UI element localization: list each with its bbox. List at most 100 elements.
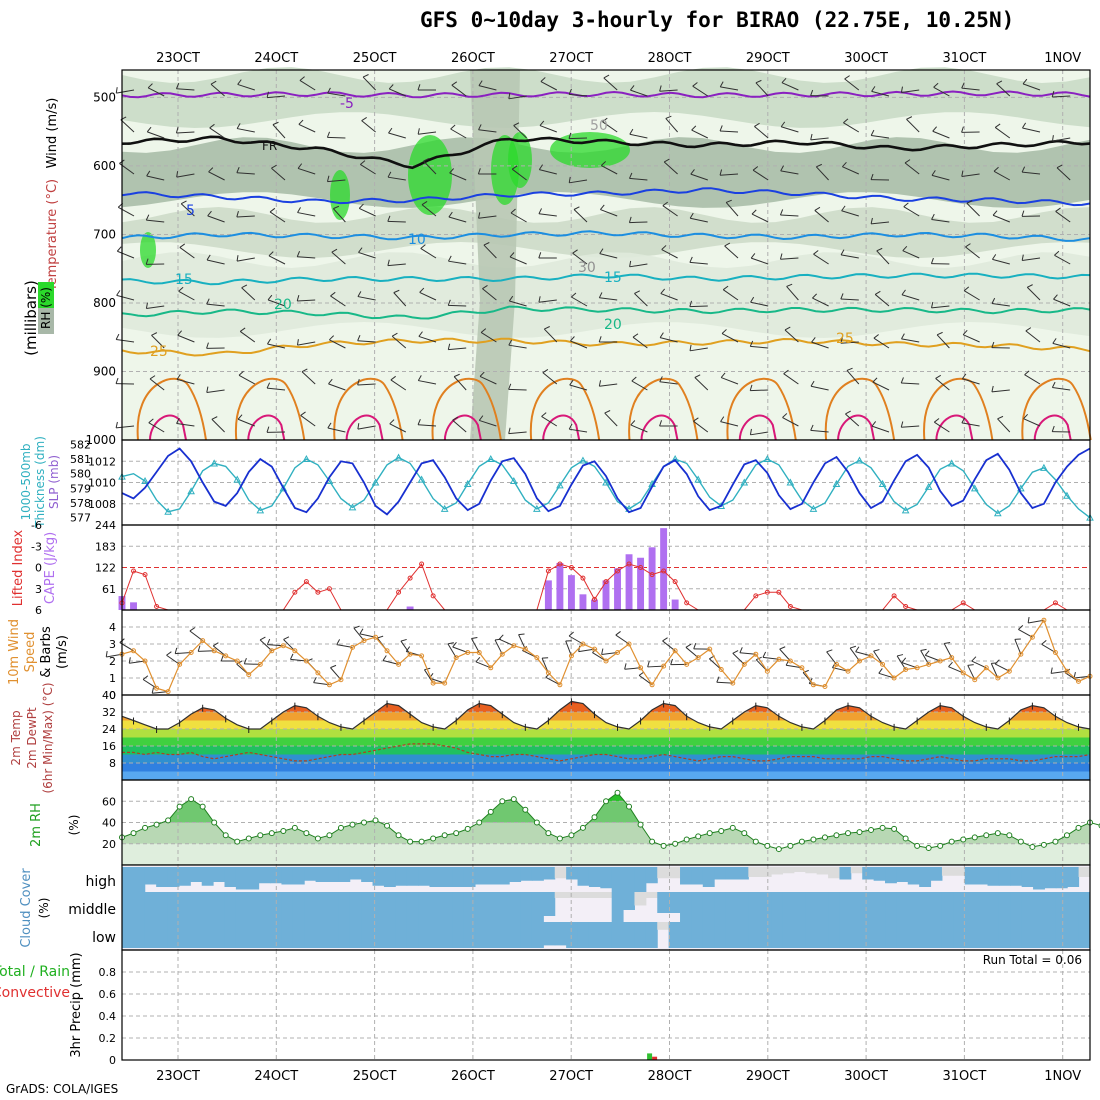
cape-bar-43 (614, 568, 621, 610)
cloud-low-cell-36 (531, 922, 544, 948)
wind10-point-79 (1029, 634, 1035, 640)
cloud-low-cell-32 (486, 922, 499, 948)
wind10-point-21 (361, 638, 367, 644)
wind-barb-158 (1022, 257, 1041, 262)
wind-barb-21 (755, 82, 769, 97)
wind-barb-130-flag (179, 243, 186, 248)
wind10-barb-67 (878, 672, 895, 679)
wind-barb-205 (508, 344, 527, 349)
wind-barb-150 (780, 257, 799, 260)
wind-barb-212 (721, 333, 739, 343)
wind10-barb-59 (786, 664, 802, 669)
wind10-point-46 (649, 682, 655, 688)
wind-barb-67 (208, 171, 225, 181)
cloud-middle-cell-53 (725, 892, 738, 922)
wind-barb-56 (843, 122, 860, 133)
wind-barb-185-flag (874, 290, 881, 295)
wind10-point-77 (1006, 668, 1012, 674)
wind-barb-195-flag (206, 342, 209, 349)
wind-barb-206 (543, 328, 558, 343)
rh-point-66 (879, 824, 886, 831)
li-point-48 (672, 579, 678, 585)
wind10-barb-84 (1074, 675, 1091, 679)
wind-barb-92 (961, 173, 980, 178)
cloud-high-cell-72 (941, 867, 954, 876)
li-point-17 (315, 589, 321, 595)
wind-barb-57-flag (870, 129, 875, 136)
wind-barb-258-flag (176, 417, 180, 424)
cloud-high-cell-9 (224, 867, 237, 887)
cloud-middle-cell-78 (1010, 892, 1023, 922)
bottom-xtick-1: 24OCT (254, 1069, 298, 1084)
wind-barb-38 (298, 123, 316, 133)
wind-barb-8-flag (362, 74, 369, 78)
wind-barb-267 (452, 419, 467, 433)
cloud-low-cell-22 (372, 922, 385, 948)
wind-barb-36 (237, 128, 255, 133)
cloud-low-cell-33 (497, 922, 510, 948)
wind-barb-179-flag (689, 300, 693, 307)
wind-barb-113-flag (628, 216, 632, 223)
temp-label-0: 2m Temp (9, 710, 23, 765)
wind-barb-250-flag (900, 377, 904, 384)
wind10-barb-69-flag (901, 657, 907, 663)
wind-barb-17-flag (629, 85, 635, 91)
thickness-point-74 (970, 484, 979, 492)
cloud-low-cell-1 (133, 922, 146, 948)
wind-barb-268 (479, 419, 497, 427)
wind-barb-280 (845, 413, 860, 427)
wind-barb-28 (961, 87, 980, 91)
wind-barb-201 (391, 335, 407, 349)
wind-barb-36-flag (236, 123, 241, 129)
wind-barb-237-flag (508, 383, 512, 390)
cloud-high-cell-64 (850, 867, 863, 874)
rh-point-59 (798, 838, 805, 845)
wind-barb-153-flag (876, 247, 883, 252)
rh-point-13 (268, 830, 275, 837)
wind-barb-106 (421, 204, 437, 217)
cloud-high-cell-14 (281, 867, 294, 885)
cloud-middle-cell-61 (816, 892, 829, 922)
li-point-73 (960, 600, 966, 606)
wind-barb-44 (478, 129, 497, 133)
wind-barb-102 (297, 212, 316, 217)
wind10-point-49 (684, 661, 690, 667)
wind10-barb-65 (855, 651, 872, 657)
wind-barb-240-flag (598, 380, 602, 387)
wind-barb-276-flag (720, 416, 725, 422)
cloud-high-cell-41 (588, 867, 601, 887)
wind-barb-269-flag (508, 427, 511, 434)
wind-barb-37 (272, 124, 286, 139)
wind-barb-12-flag (478, 80, 483, 86)
wind-barb-48 (602, 121, 618, 133)
bottom-xtick-6: 29OCT (746, 1069, 790, 1084)
wind-barb-249 (872, 381, 890, 391)
wind10-barb-3 (142, 679, 157, 689)
wind-barb-244-flag (720, 372, 726, 378)
wind-barb-80 (601, 165, 618, 175)
cloud-middle-cell-63 (839, 892, 852, 922)
wind-barb-32 (120, 119, 135, 133)
wind-barb-116-flag (726, 199, 732, 203)
wind-barb-46 (539, 125, 557, 133)
wind-barb-139-flag (447, 255, 452, 262)
wind10-point-32 (488, 665, 494, 671)
wind-barb-67-flag (208, 167, 214, 173)
wind-barb-84 (720, 173, 739, 176)
wind-barb-46-flag (539, 120, 545, 126)
wind-barb-96 (118, 206, 135, 217)
cape-bar-25 (406, 606, 414, 610)
thickness-point-2 (141, 476, 149, 485)
wind-barb-151-flag (813, 250, 819, 255)
cloud-high-cell-39 (566, 867, 579, 880)
wind10-barb-19-flag (330, 664, 337, 669)
wind-barb-268-flag (478, 415, 484, 421)
rh-point-73 (960, 836, 967, 843)
cloud-middle-cell-47 (657, 892, 670, 913)
cloud-high-cell-22 (372, 867, 385, 886)
rh-point-29 (453, 830, 460, 837)
li-point-46 (649, 572, 655, 578)
wind-barb-217 (873, 337, 890, 349)
wind10-point-34 (511, 643, 517, 649)
rh-point-8 (211, 819, 218, 826)
